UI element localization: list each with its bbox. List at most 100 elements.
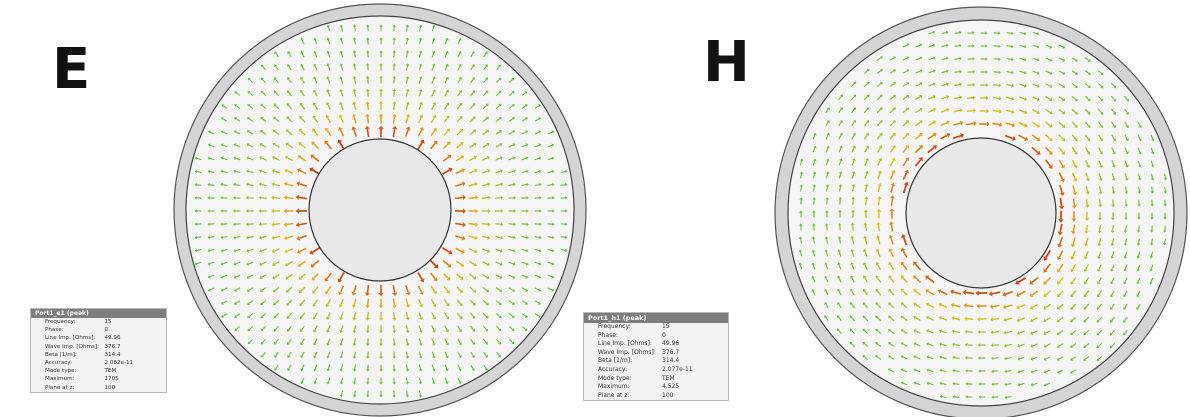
field-arrow-shaft	[812, 264, 816, 270]
info-label: Phase:	[45, 327, 64, 334]
field-arrow-shaft	[301, 52, 305, 58]
field-arrow-shaft	[1018, 109, 1026, 113]
field-arrow-head	[287, 51, 291, 54]
field-arrow-head	[271, 195, 275, 200]
field-arrow-shaft	[1124, 121, 1128, 127]
field-arrow-shaft	[482, 104, 488, 110]
field-arrow-shaft	[496, 351, 500, 357]
field-arrow-head	[951, 316, 955, 321]
field-arrow-shaft	[889, 316, 895, 322]
field-arrow-head	[552, 196, 555, 200]
field-arrow-head	[824, 249, 829, 253]
field-arrow-head	[865, 158, 869, 162]
field-arrow-shaft	[495, 287, 501, 291]
field-arrow-head	[366, 369, 370, 372]
field-arrow-shaft	[1072, 237, 1076, 245]
field-arrow-shaft	[928, 57, 934, 61]
field-arrow-head	[379, 395, 383, 398]
field-arrow-head	[978, 356, 981, 360]
field-arrow-shaft	[314, 312, 318, 318]
field-arrow-head	[207, 196, 210, 200]
field-arrow-shaft	[851, 147, 855, 153]
field-arrow-head	[988, 291, 993, 297]
field-arrow-shaft	[481, 222, 489, 226]
field-arrow-head	[900, 355, 904, 359]
field-arrow-head	[1071, 218, 1077, 222]
field-arrow-head	[1099, 138, 1103, 142]
field-arrow-shaft	[902, 330, 908, 334]
field-arrow-shaft	[825, 108, 829, 114]
field-arrow-head	[364, 125, 370, 130]
field-arrow-head	[1149, 268, 1153, 272]
field-arrow-head	[1097, 268, 1101, 272]
field-arrow-head	[1097, 294, 1101, 298]
field-arrow-head	[1074, 137, 1078, 142]
field-arrow-head	[1123, 268, 1127, 272]
field-arrow-head	[445, 329, 449, 333]
field-arrow-head	[525, 262, 529, 266]
field-arrow-head	[952, 381, 955, 386]
h-port-info-panel: Port1_h1 (peak) Frequency: 15 Phase: 0 Lin…	[583, 312, 729, 402]
field-arrow-head	[299, 129, 303, 133]
field-arrow-head	[932, 107, 937, 112]
field-arrow-head	[877, 183, 882, 187]
field-arrow-shaft	[838, 290, 842, 296]
field-arrow-head	[273, 103, 277, 107]
field-arrow-shaft	[274, 157, 280, 161]
field-arrow-head	[538, 104, 541, 108]
field-arrow-shaft	[299, 183, 307, 187]
field-arrow-head	[1029, 280, 1034, 285]
field-arrow-head	[460, 263, 465, 267]
field-arrow-shaft	[1084, 290, 1090, 296]
field-arrow-shaft	[927, 134, 935, 140]
info-label: Mode type:	[598, 374, 632, 382]
field-arrow-head	[850, 275, 854, 279]
field-arrow-shaft	[430, 117, 436, 123]
field-arrow-head	[551, 248, 555, 253]
field-arrow-head	[486, 275, 490, 280]
field-arrow-head	[852, 120, 856, 123]
field-arrow-head	[950, 302, 955, 308]
field-arrow-head	[1163, 177, 1168, 181]
field-arrow-shaft	[468, 196, 476, 200]
field-arrow-shaft	[235, 248, 241, 252]
field-arrow-shaft	[1124, 277, 1128, 283]
field-arrow-head	[1061, 111, 1066, 115]
field-arrow-shaft	[248, 131, 254, 135]
field-arrow-shaft	[209, 170, 215, 174]
field-arrow-shaft	[1032, 317, 1038, 321]
field-arrow-shaft	[261, 91, 267, 97]
field-arrow-head	[978, 395, 981, 399]
field-arrow-shaft	[534, 300, 540, 304]
field-arrow-shaft	[222, 184, 228, 186]
field-arrow-head	[1070, 268, 1075, 273]
field-arrow-head	[1150, 191, 1155, 194]
field-arrow-head	[1109, 345, 1113, 349]
field-arrow-shaft	[890, 198, 894, 206]
field-arrow-shaft	[405, 116, 409, 124]
field-arrow-head	[194, 209, 197, 213]
field-arrow-shaft	[547, 184, 553, 186]
field-arrow-shaft	[392, 311, 396, 319]
field-arrow-head	[287, 368, 291, 371]
field-arrow-head	[446, 303, 450, 307]
field-arrow-shaft	[495, 223, 501, 225]
field-arrow-shaft	[1084, 134, 1090, 140]
field-arrow-shaft	[248, 92, 254, 96]
field-arrow-shaft	[1071, 108, 1077, 114]
field-arrow-head	[434, 264, 439, 269]
field-arrow-shaft	[468, 222, 476, 226]
field-arrow-shaft	[1098, 251, 1102, 257]
field-arrow-head	[866, 94, 870, 98]
field-arrow-head	[300, 50, 304, 54]
field-arrow-head	[312, 128, 316, 132]
field-arrow-head	[862, 328, 866, 332]
field-arrow-head	[1097, 230, 1102, 234]
field-arrow-head	[274, 341, 277, 345]
field-arrow-head	[826, 158, 830, 162]
field-arrow-shaft	[248, 274, 254, 278]
field-arrow-head	[459, 116, 463, 120]
field-arrow-head	[932, 145, 937, 150]
field-arrow-shaft	[353, 91, 357, 97]
field-arrow-shaft	[1124, 134, 1128, 140]
